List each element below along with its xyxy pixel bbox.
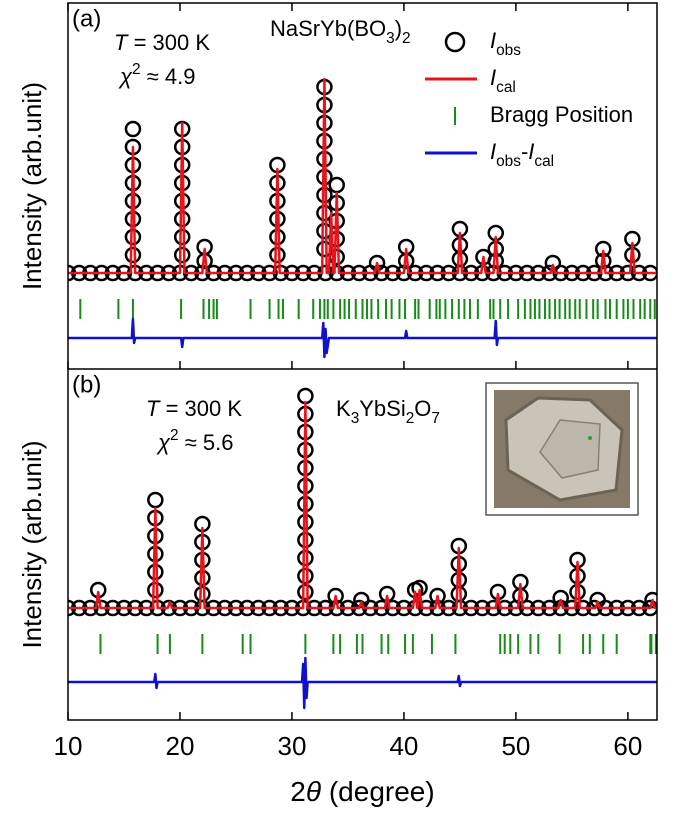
axes-frame — [67, 2, 658, 721]
obs-point — [147, 581, 164, 599]
x-axis-label: 2θ (degree) — [290, 776, 434, 807]
temperature-part: T — [146, 396, 161, 421]
compound-part: 3 — [351, 410, 360, 427]
x-tick-label: 30 — [277, 731, 306, 761]
compound-part: 2 — [406, 410, 415, 427]
compound-part: O — [414, 396, 431, 421]
compound-part: NaSrYb(BO — [270, 16, 386, 41]
compound-part: ) — [395, 16, 402, 41]
temperature-part: = 300 K — [127, 30, 210, 55]
temperature-part: T — [114, 30, 129, 55]
legend-label: Iobs — [490, 28, 521, 59]
legend-label-part: I — [490, 65, 496, 90]
obs-point — [316, 186, 333, 204]
legend-label-part: I — [528, 139, 534, 164]
compound: NaSrYb(BO3)2 — [270, 16, 411, 47]
temperature-part: = 300 K — [159, 396, 242, 421]
obs-point — [269, 228, 286, 246]
obs-point — [297, 549, 314, 567]
temperature: T = 300 K — [146, 396, 242, 421]
y-axis-label: Intensity (arb.unit) — [17, 82, 47, 290]
obs-point — [368, 254, 386, 272]
curve — [68, 317, 657, 359]
obs-point — [450, 585, 468, 603]
panel-a-plot — [68, 77, 657, 359]
obs-point — [124, 120, 142, 138]
panel-label: (a) — [72, 5, 101, 32]
obs-point — [297, 583, 314, 601]
obs-point — [297, 531, 314, 549]
legend-label-part: - — [521, 139, 528, 164]
compound-part: K — [336, 396, 351, 421]
obs-point — [644, 591, 657, 609]
chi-squared-part: 2 — [170, 427, 179, 444]
chi-squared: χ2 ≈ 5.6 — [156, 427, 233, 455]
obs-point — [544, 254, 562, 272]
compound-part: 2 — [402, 30, 411, 47]
obs-point — [328, 176, 345, 194]
obs-point — [124, 246, 142, 264]
x-axis-label-part: 2 — [290, 776, 306, 807]
x-tick-label: 20 — [166, 731, 195, 761]
curve — [68, 77, 657, 275]
chi-squared-part: χ — [118, 64, 133, 89]
chi-squared: χ2 ≈ 4.9 — [118, 61, 195, 89]
chi-squared-part: ≈ 5.6 — [179, 430, 234, 455]
chi-squared-part: 2 — [132, 61, 141, 78]
obs-point — [269, 246, 286, 264]
x-tick-label: 50 — [501, 731, 530, 761]
compound-part: YbSi — [359, 396, 405, 421]
obs-point — [147, 563, 164, 581]
obs-point — [353, 591, 370, 609]
legend-label-part: I — [490, 28, 496, 53]
x-tick-label: 40 — [389, 731, 418, 761]
panel-label: (b) — [72, 371, 101, 398]
x-tick-label: 10 — [54, 731, 83, 761]
x-tick-label: 60 — [613, 731, 642, 761]
obs-point — [297, 567, 314, 585]
obs-point — [327, 587, 344, 605]
inset-photo — [485, 382, 639, 516]
x-axis-label-part: θ — [306, 776, 321, 807]
compound: K3YbSi2O7 — [336, 396, 440, 427]
obs-point — [194, 569, 211, 587]
y-axis-label: Intensity (arb.unit) — [17, 440, 47, 648]
legend-label-part: Bragg Position — [490, 102, 633, 127]
legend-label: Bragg Position — [490, 102, 633, 127]
chi-squared-part: ≈ 4.9 — [141, 64, 196, 89]
curve — [68, 656, 657, 710]
chi-squared-part: χ — [156, 430, 171, 455]
compound-part: 3 — [386, 30, 395, 47]
compound-part: 7 — [431, 410, 440, 427]
legend-label-part: obs — [496, 42, 521, 59]
legend-label-part: cal — [534, 153, 554, 170]
obs-point — [552, 589, 569, 607]
legend-marker — [444, 31, 466, 53]
curve — [68, 400, 657, 610]
obs-point — [147, 491, 164, 509]
panel-b-plot — [68, 387, 657, 710]
legend-label-part: I — [490, 139, 496, 164]
obs-point — [173, 228, 191, 246]
temperature: T = 300 K — [114, 30, 210, 55]
obs-point — [589, 591, 606, 609]
legend-label-part: cal — [496, 79, 516, 96]
legend-label: Iobs-Ical — [490, 139, 554, 170]
legend-label: Ical — [490, 65, 516, 96]
obs-point — [173, 210, 191, 228]
obs-point — [124, 228, 142, 246]
x-axis-label-part: (degree) — [321, 776, 435, 807]
obs-point — [173, 246, 191, 264]
obs-point — [194, 585, 211, 603]
obs-point — [429, 587, 446, 605]
legend-label-part: obs — [496, 153, 521, 170]
